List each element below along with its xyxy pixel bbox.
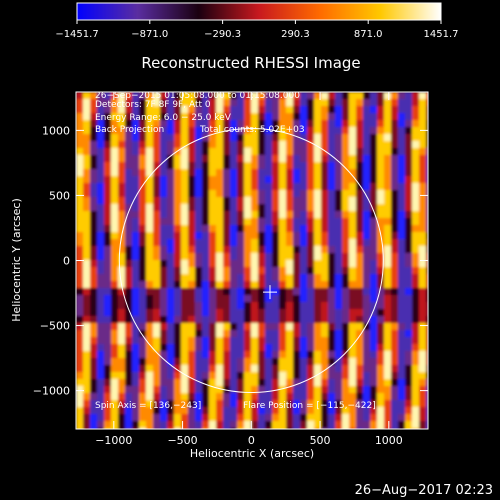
colorbar-ticks: −1451.7 −871.0 −290.3 290.3 871.0 1451.7 (55, 20, 459, 40)
solar-limb-circle (118, 128, 384, 393)
spin-axis-cross-marker (263, 285, 278, 300)
y-tick-label: 1000 (42, 124, 70, 137)
colorbar-tick-label: 290.3 (281, 29, 310, 40)
annotation-line: Energy Range: 6.0 − 25.0 keV (95, 113, 232, 123)
flare-position-label: Flare Position = [−115,−422] (243, 401, 376, 411)
y-axis-label: Heliocentric Y (arcsec) (10, 198, 23, 322)
x-tick-label: 0 (248, 434, 255, 447)
colorbar-tick-label: 871.0 (354, 29, 383, 40)
heatmap-image (76, 92, 428, 429)
y-tick-label: −1000 (33, 385, 70, 398)
x-axis-label: Heliocentric X (arcsec) (190, 447, 314, 460)
colorbar-tick-label: 1451.7 (424, 29, 459, 40)
annotation-line: Back Projection (95, 125, 164, 135)
colorbar-tick-label: −871.0 (131, 29, 168, 40)
y-tick-label: −500 (40, 320, 70, 333)
x-tick-label: −500 (167, 434, 197, 447)
x-tick-label: 500 (310, 434, 331, 447)
annotation-line: Detectors: 7F 8F 9F, Att 0 (95, 100, 211, 110)
chart-title: Reconstructed RHESSI Image (141, 54, 360, 72)
x-tick-label: −1000 (95, 434, 132, 447)
colorbar (76, 2, 442, 21)
spin-axis-label: Spin Axis = [136,−243] (95, 401, 201, 411)
colorbar-tick-label: −1451.7 (55, 29, 98, 40)
y-tick-label: 0 (63, 255, 70, 268)
colorbar-tick-label: −290.3 (204, 29, 241, 40)
annotation-block: 26−Sep−2015 01:05:08.000 to 01:15:08.000… (95, 91, 305, 135)
annotation-line: Total counts: 5.02E+03 (199, 125, 305, 135)
y-tick-label: 500 (49, 189, 70, 202)
annotation-line: 26−Sep−2015 01:05:08.000 to 01:15:08.000 (95, 91, 300, 101)
y-axis-ticks: 1000 500 0 −500 −1000 (33, 124, 428, 398)
footer-timestamp: 26−Aug−2017 02:23 (355, 483, 493, 498)
x-axis-ticks: −1000 −500 0 500 1000 (95, 92, 403, 447)
x-tick-label: 1000 (375, 434, 403, 447)
